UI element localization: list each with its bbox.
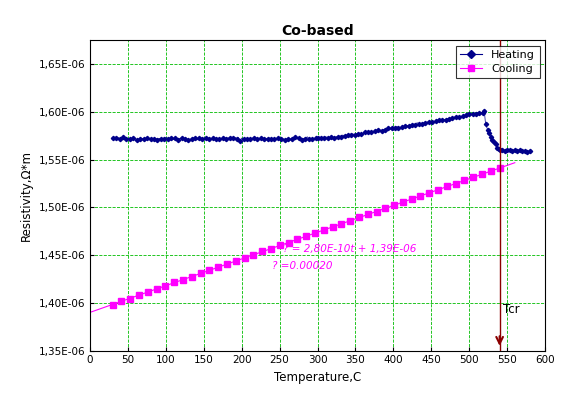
- X-axis label: Temperature,C: Temperature,C: [274, 371, 361, 384]
- Text: ? =0.00020: ? =0.00020: [272, 262, 333, 272]
- Text: Tcr: Tcr: [502, 303, 519, 316]
- Text: ? = 2,80E-10t + 1,39E-06: ? = 2,80E-10t + 1,39E-06: [283, 244, 417, 254]
- Legend: Heating, Cooling: Heating, Cooling: [456, 46, 540, 78]
- Y-axis label: Resistivity,Ω*m: Resistivity,Ω*m: [20, 150, 33, 241]
- Title: Co-based: Co-based: [281, 24, 354, 38]
